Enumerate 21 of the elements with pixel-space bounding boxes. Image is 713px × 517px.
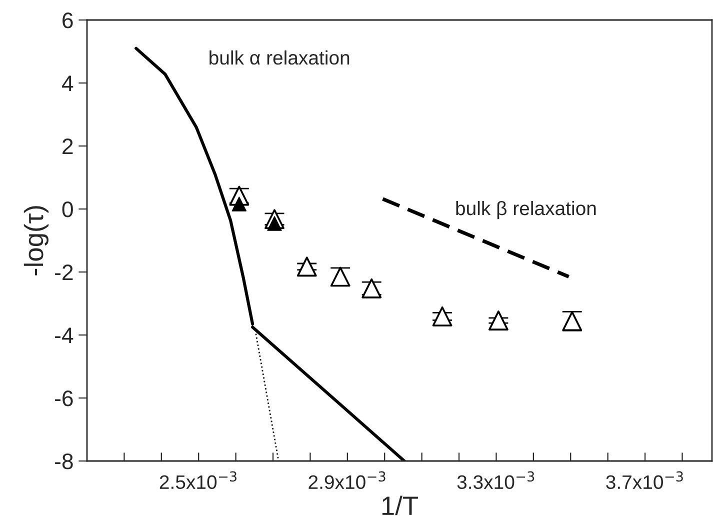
series-label: bulk β relaxation xyxy=(456,200,596,220)
point xyxy=(296,256,317,277)
x-axis-title: 1/T xyxy=(382,496,418,516)
x-tick-label: 3.3x10$^{−3}$ xyxy=(457,471,534,490)
text: bulk α relaxation xyxy=(210,50,350,65)
x-tick-label: 2.5x10$^{−3}$ xyxy=(160,471,236,490)
y-tick-label: 2 xyxy=(62,138,73,154)
point xyxy=(362,278,382,298)
point xyxy=(432,306,452,326)
point xyxy=(488,310,508,330)
x-tick-label: 3.7x10$^{−3}$ xyxy=(606,471,683,490)
y-tick-label: 6 xyxy=(62,12,73,28)
point xyxy=(232,196,247,212)
y-tick-label: -2 xyxy=(55,264,73,280)
y-tick-label: -4 xyxy=(55,328,74,344)
y-tick-label: -6 xyxy=(55,390,73,406)
y-tick-label: 0 xyxy=(62,202,73,218)
y-tick-label: 4 xyxy=(62,76,74,92)
y-tick-label: -8 xyxy=(55,454,73,470)
y-axis-title: -log(τ) xyxy=(24,206,48,276)
x-tick-label: 2.9x10$^{−3}$ xyxy=(308,471,386,490)
